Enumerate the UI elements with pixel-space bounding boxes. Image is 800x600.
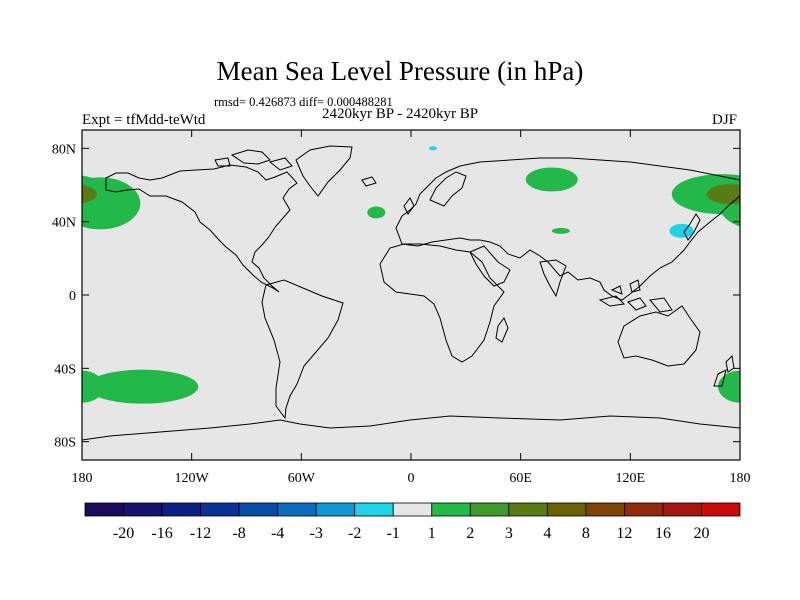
experiment-label: Expt = tfMdd-teWtd <box>82 112 206 128</box>
coast-australia <box>617 305 701 367</box>
colorbar-swatch <box>238 502 279 517</box>
coast-greenland <box>295 145 353 197</box>
colorbar-label: -8 <box>232 525 245 542</box>
colorbar-label: 3 <box>505 525 513 542</box>
coast-arabia <box>469 245 511 287</box>
colorbar-label: -12 <box>190 525 211 542</box>
anomaly-north-pacific-core <box>82 184 97 204</box>
colorbar-label: 20 <box>693 525 709 542</box>
lat-tick-label: 40N <box>52 216 76 231</box>
stats-line: rmsd= 0.426873 diff= 0.000488281 <box>214 95 393 109</box>
colorbar-swatch <box>123 502 163 517</box>
anomaly-north-atlantic <box>367 206 386 219</box>
colorbar-swatch <box>662 502 702 517</box>
anomaly-north-pacific-west <box>82 175 114 213</box>
lon-tick-label: 0 <box>408 471 415 486</box>
colorbar-label: 2 <box>466 525 474 542</box>
colorbar-swatch <box>546 502 587 517</box>
anomaly-arctic-low <box>428 146 437 151</box>
colorbar-swatch <box>431 502 471 517</box>
lon-tick-label: 180 <box>72 471 93 486</box>
coast-arctic-islands <box>214 149 293 171</box>
axes-layer: 80N 40N 0 40S 80S 180 120W 60W 0 60E 120E 180 <box>52 130 751 486</box>
colorbar-swatch <box>469 502 510 517</box>
coast-scandinavia <box>429 171 467 207</box>
colorbar-label: 8 <box>582 525 590 542</box>
colorbar-label: -2 <box>348 525 361 542</box>
colorbar-swatch <box>277 502 317 517</box>
anomaly-siberia <box>525 167 578 192</box>
coast-africa <box>379 243 505 363</box>
colorbar-label: -20 <box>113 525 134 542</box>
coast-south-america <box>261 279 344 420</box>
lat-tick-label: 0 <box>69 289 76 304</box>
colorbar-label: 12 <box>616 525 632 542</box>
colorbar-label: 1 <box>428 525 436 542</box>
lon-tick-label: 120W <box>175 471 210 486</box>
anomaly-south-pacific <box>86 369 199 404</box>
colorbar-label: 16 <box>655 525 671 542</box>
anomaly-south-west-pacific <box>82 370 104 403</box>
colorbar-swatch <box>200 502 240 517</box>
coast-british-isles <box>361 176 415 215</box>
coast-japan <box>683 213 701 241</box>
lon-tick-label: 60E <box>509 471 532 486</box>
anomaly-north-west-pacific-low <box>669 223 694 238</box>
map-title: Mean Sea Level Pressure (in hPa) <box>216 56 584 86</box>
colorbar-label: 4 <box>543 525 551 542</box>
lat-tick-label: 80S <box>54 436 76 451</box>
lon-tick-label: 180 <box>730 471 751 486</box>
anomaly-north-pacific-west <box>671 174 740 215</box>
colorbar-swatch <box>701 502 741 517</box>
lon-tick-label: 120E <box>616 471 646 486</box>
anomaly-north-pacific-core <box>706 184 740 205</box>
season-label: DJF <box>712 112 738 128</box>
colorbar-label: -4 <box>271 525 284 542</box>
colorbar-swatch <box>354 502 394 517</box>
map-background <box>82 130 740 460</box>
anomaly-central-asia <box>551 227 570 234</box>
coast-antarctica <box>82 415 740 460</box>
colorbar-swatch <box>508 502 548 517</box>
coast-madagascar <box>495 316 509 343</box>
colorbar-swatch <box>84 502 124 517</box>
colorbar-swatch <box>315 502 356 517</box>
colorbar-label: -16 <box>151 525 172 542</box>
lat-tick-label: 80N <box>52 142 76 157</box>
colorbar-swatch <box>624 502 664 517</box>
period-label: 2420kyr BP - 2420kyr BP <box>322 106 479 122</box>
coast-india <box>539 259 567 298</box>
colorbar-label: -1 <box>387 525 400 542</box>
coast-southeast-asia <box>598 279 673 313</box>
colorbar-swatch <box>161 502 201 517</box>
lon-tick-label: 60W <box>288 471 316 486</box>
colorbar-label: -3 <box>310 525 323 542</box>
colorbar-swatch <box>585 502 625 517</box>
lat-tick-label: 40S <box>54 362 76 377</box>
coastline-layer <box>82 145 740 460</box>
colorbar-swatch <box>392 502 433 517</box>
coast-eurasia <box>395 157 740 301</box>
coast-north-america <box>105 164 298 293</box>
colorbar: -20 -16 -12 -8 -4 -3 -2 -1 1 2 3 4 8 12 16 20 <box>84 502 741 542</box>
anomaly-layer <box>82 146 740 404</box>
